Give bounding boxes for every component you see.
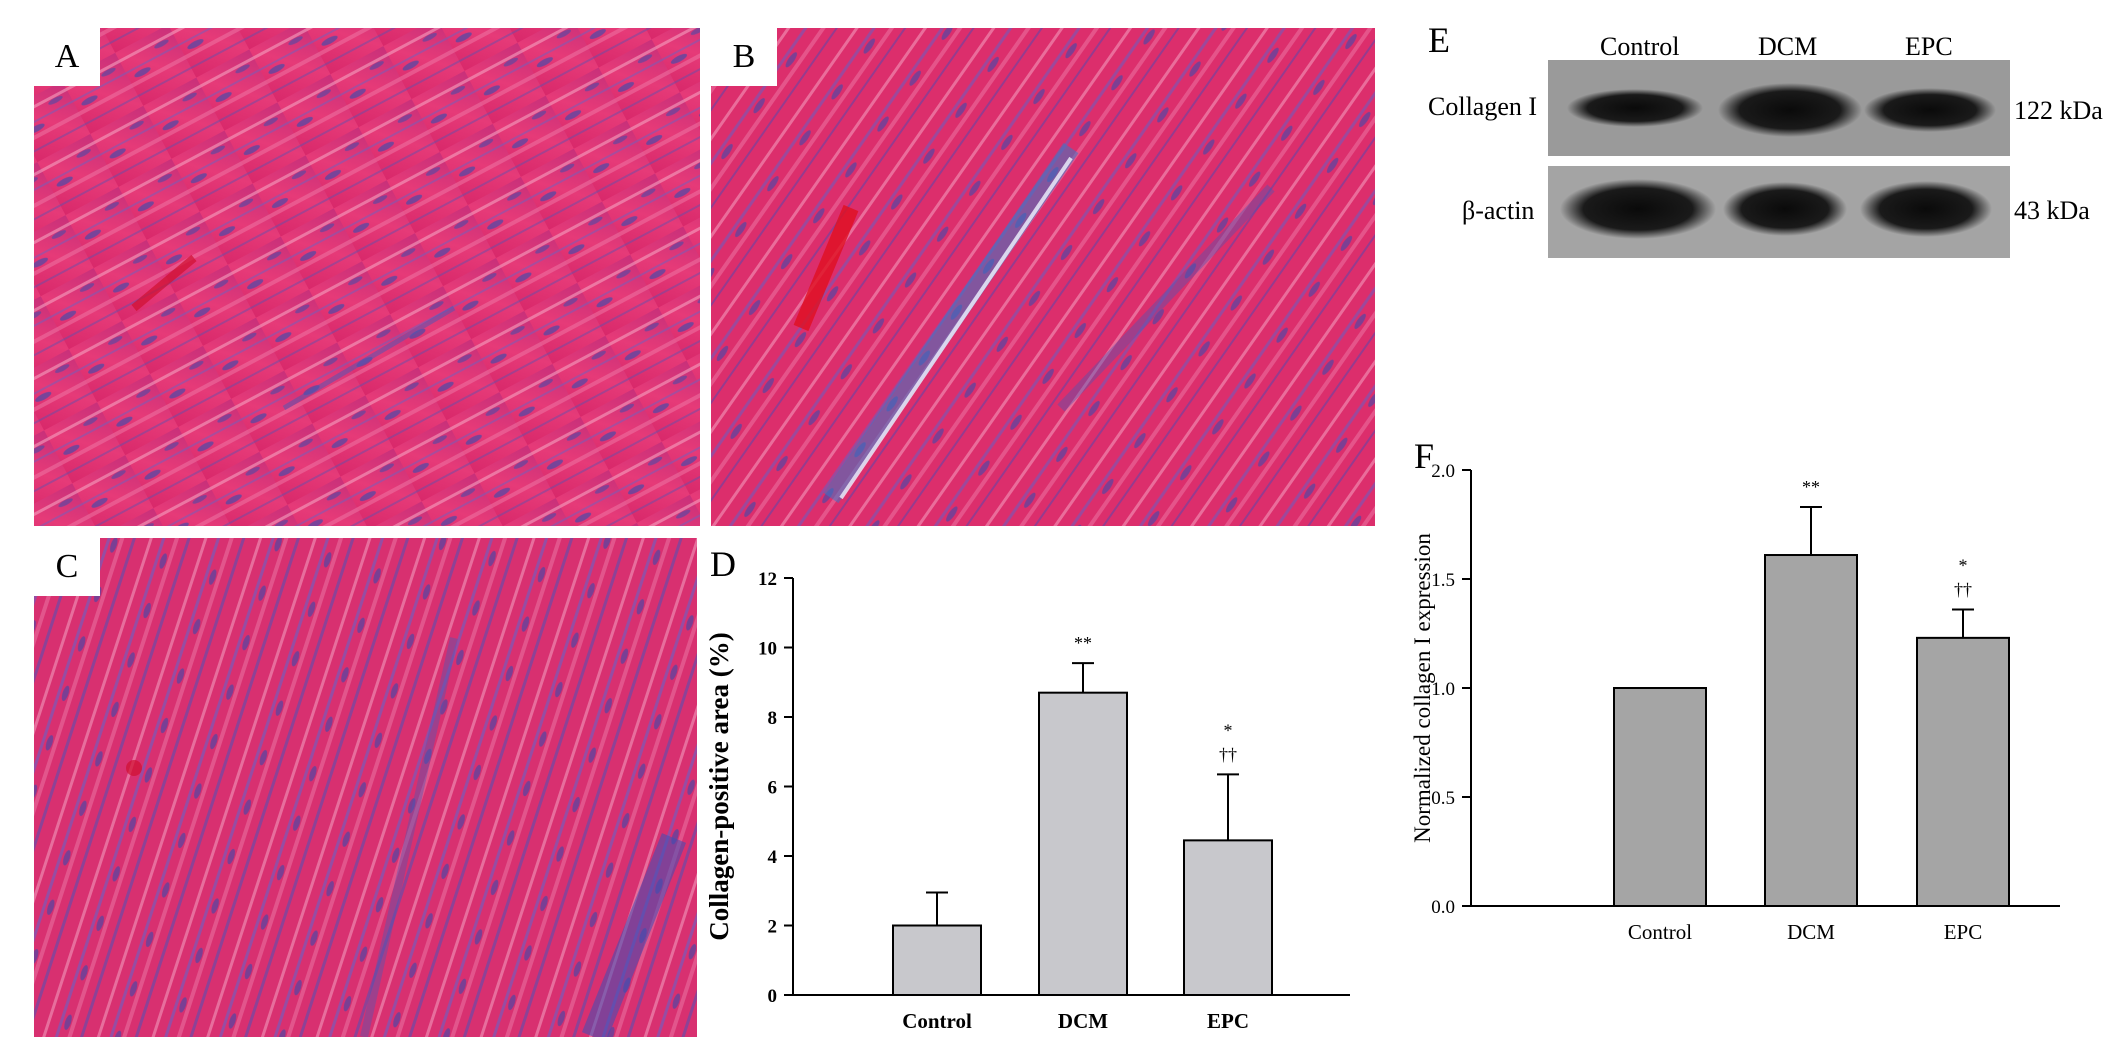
micrograph-a (34, 28, 700, 526)
significance-mark: †† (1954, 580, 1972, 600)
bar-dcm (1038, 691, 1128, 996)
blot-lane-dcm: DCM (1758, 32, 1818, 61)
band-actin-dcm (1723, 182, 1847, 236)
micrograph-b-image (711, 28, 1375, 526)
significance-mark: ** (1802, 477, 1820, 497)
x-tick-label-epc: EPC (1207, 1009, 1249, 1033)
micrograph-b (711, 28, 1375, 526)
y-tick-label: 12 (758, 569, 777, 590)
micrograph-c (34, 538, 697, 1037)
bar-epc (1916, 636, 2010, 907)
panel-label-f: F (1414, 436, 1435, 476)
y-tick-label: 6 (768, 778, 778, 799)
blot-size-actin: 43 kDa (2014, 196, 2090, 225)
y-tick-label: 1.5 (1431, 570, 1455, 591)
y-tick-label: 2.0 (1431, 461, 1455, 482)
panel-label-e: E (1428, 20, 1450, 60)
x-tick-label-epc: EPC (1944, 920, 1983, 944)
x-tick-label-dcm: DCM (1787, 920, 1835, 944)
blot-row-label-collagen: Collagen I (1428, 92, 1538, 121)
bar-control (1613, 687, 1707, 907)
band-actin-epc (1860, 181, 1992, 237)
panel-label-c: C (34, 538, 100, 596)
y-tick-label: 4 (768, 847, 778, 868)
y-axis-label: Normalized collagen I expression (1410, 533, 1435, 843)
micrograph-c-image (34, 538, 697, 1037)
blot-lane-epc: EPC (1905, 32, 1953, 61)
significance-mark: ** (1074, 633, 1092, 653)
blot-row-label-actin: β-actin (1462, 196, 1535, 225)
band-collagen-control (1567, 89, 1703, 127)
blot-size-collagen: 122 kDa (2014, 96, 2103, 125)
x-tick-label-control: Control (1628, 920, 1692, 944)
y-tick-label: 10 (758, 639, 777, 660)
significance-mark: †† (1219, 744, 1237, 764)
y-tick-label: 1.0 (1431, 679, 1455, 700)
bar-dcm (1764, 554, 1858, 908)
bar-epc (1183, 839, 1273, 996)
bar-control (892, 924, 982, 996)
western-blot (1548, 60, 2010, 258)
significance-mark: * (1224, 720, 1233, 740)
y-tick-label: 0.0 (1431, 897, 1455, 918)
band-actin-control (1560, 179, 1716, 239)
y-tick-label: 2 (768, 917, 778, 938)
significance-mark: * (1959, 556, 1968, 576)
blot-lane-control: Control (1600, 32, 1680, 61)
band-collagen-epc (1864, 88, 1996, 132)
y-tick-label: 0 (768, 986, 778, 1007)
y-tick-label: 0.5 (1431, 788, 1455, 809)
y-axis-label: Collagen-positive area (%) (704, 632, 734, 940)
panel-label-b: B (711, 28, 777, 86)
micrograph-a-image (34, 28, 700, 526)
x-tick-label-dcm: DCM (1058, 1009, 1108, 1033)
panel-label-d: D (710, 544, 736, 584)
y-tick-label: 8 (768, 708, 778, 729)
band-collagen-dcm (1718, 83, 1862, 137)
x-tick-label-control: Control (902, 1009, 972, 1033)
panel-label-a: A (34, 28, 100, 86)
